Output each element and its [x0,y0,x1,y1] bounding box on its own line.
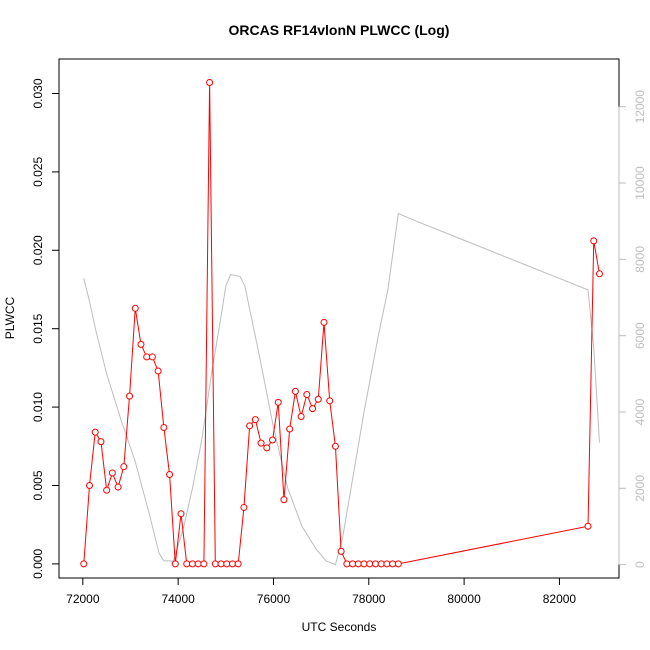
data-point [166,471,174,479]
data-point [114,483,122,491]
data-point [251,416,259,424]
data-point [137,340,145,348]
data-point [183,560,191,568]
y2-tick-label: 0 [633,561,647,568]
y2-tick-label: 10000 [633,166,647,200]
data-point [377,560,385,568]
data-point [291,387,299,395]
x-tick-label: 76000 [257,592,291,606]
y2-tick-label: 6000 [633,322,647,349]
data-point [590,237,598,245]
data-point [143,353,151,361]
data-point [200,560,208,568]
y-tick-label: 0.020 [31,235,45,265]
y-tick-label: 0.010 [31,392,45,422]
data-point [103,486,111,494]
x-tick-label: 78000 [352,592,386,606]
data-point [223,560,231,568]
data-point [354,560,362,568]
y-tick-label: 0.015 [31,313,45,343]
y2-tick-label: 4000 [633,398,647,425]
data-point [148,353,156,361]
y-tick-label: 0.005 [31,470,45,500]
data-point [154,367,162,375]
data-point [320,318,328,326]
x-tick-label: 80000 [447,592,481,606]
data-point [86,481,93,489]
y-tick-label: 0.000 [31,549,45,579]
x-tick-label: 72000 [66,592,100,606]
data-point [269,436,277,444]
series-line-plwcc [83,82,600,565]
data-point [228,560,236,568]
data-point [240,503,248,511]
data-point [80,560,88,568]
y-axis-label: PLWCC [3,296,17,339]
x-axis-label: UTC Seconds [302,620,377,634]
data-point [331,442,339,450]
data-point [360,560,368,568]
y-tick-label: 0.025 [31,157,45,187]
data-point [326,397,334,405]
chart-title: ORCAS RF14vlonN PLWCC (Log) [229,22,450,38]
data-point [171,560,179,568]
data-point [194,560,202,568]
data-point [303,391,311,399]
data-point [309,405,317,413]
data-point [234,560,242,568]
plot-frame [58,58,620,579]
series-right-layer [83,212,600,566]
data-point [349,560,357,568]
x-axis: 72000 74000 76000 78000 80000 82000 [66,577,577,606]
y-axis-right: 0 2000 4000 6000 8000 10000 12000 [618,90,647,568]
data-point [584,522,592,530]
series-line-secondary [83,212,600,566]
y2-tick-label: 2000 [633,475,647,502]
y-axis-left: 0.000 0.005 0.010 0.015 0.020 0.025 0.030 [31,78,60,579]
data-point [246,422,254,430]
data-point [217,560,225,568]
data-point [108,469,116,477]
data-point [286,425,294,433]
y-tick-label: 0.030 [31,78,45,108]
data-point [91,428,99,436]
data-point [97,438,105,446]
series-left-layer [80,79,603,568]
data-point [595,270,603,278]
y2-tick-label: 8000 [633,246,647,273]
data-point [206,79,214,87]
data-point [257,439,265,447]
data-point [160,423,168,431]
data-point [280,496,288,504]
data-point [337,547,345,555]
data-point [120,463,128,471]
data-point [297,413,305,420]
data-point [126,392,134,400]
data-point [188,560,196,568]
data-point [274,398,282,406]
data-point [263,444,271,452]
data-point [314,395,322,403]
x-tick-label: 82000 [543,592,577,606]
data-point [394,560,402,568]
y2-tick-label: 12000 [633,90,647,124]
data-point [177,510,185,518]
x-tick-label: 74000 [161,592,195,606]
data-point [383,560,391,568]
data-point [211,560,219,568]
data-point [389,560,397,568]
data-point [131,304,139,312]
data-point [371,560,379,568]
data-point [366,560,374,568]
data-point [343,560,351,568]
